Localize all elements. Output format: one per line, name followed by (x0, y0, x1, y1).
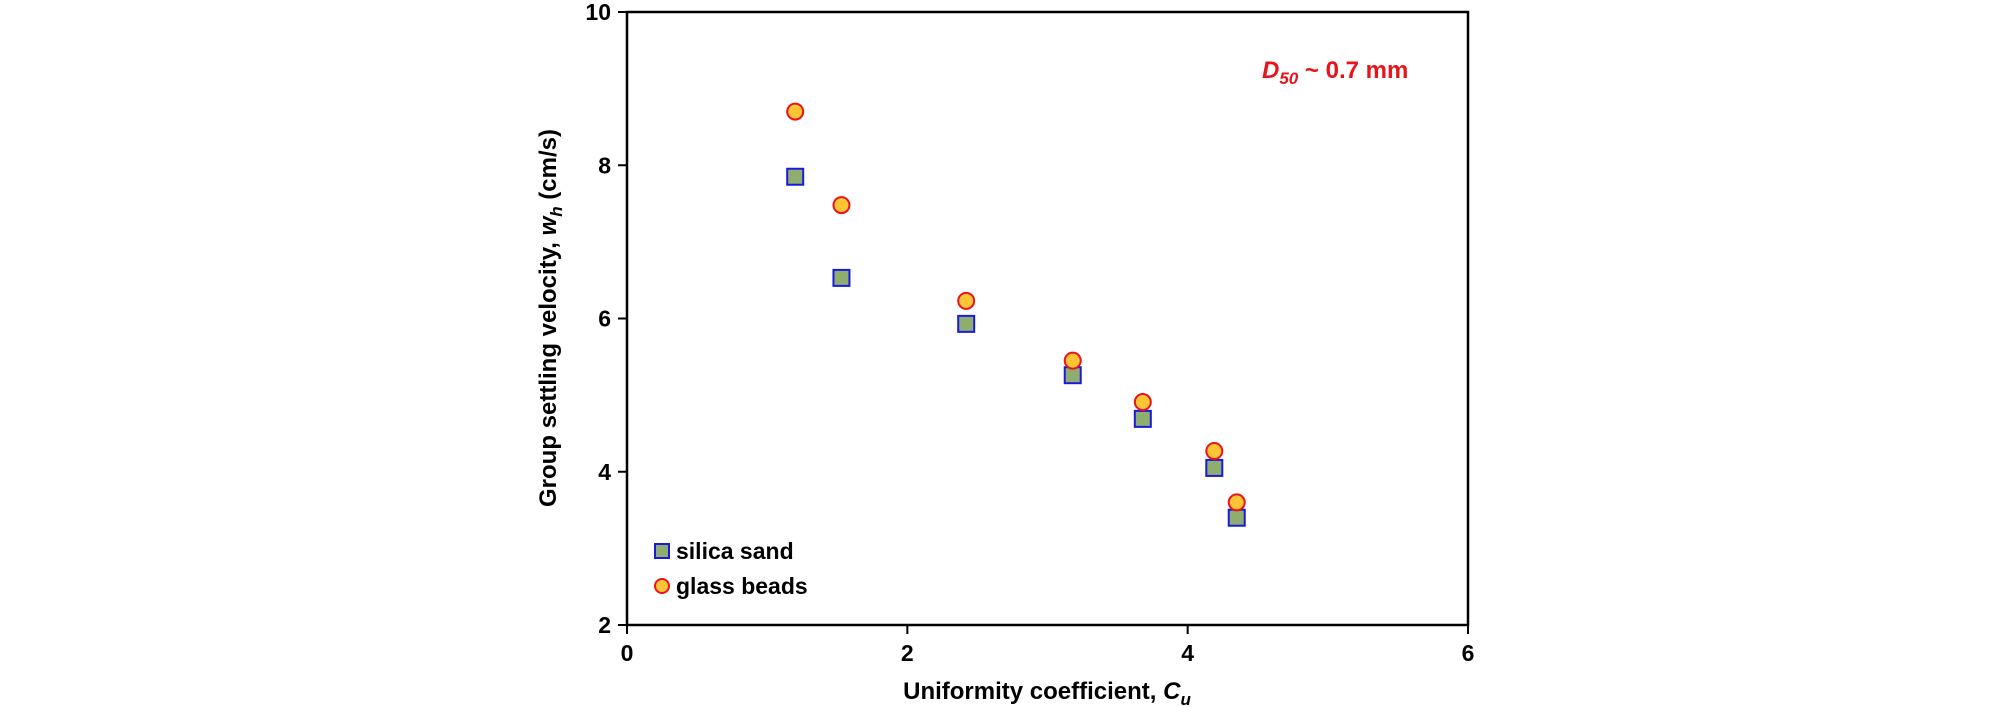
legend-marker-1 (654, 578, 670, 594)
legend-marker-0 (654, 543, 670, 559)
point-silica-sand-4 (1133, 409, 1152, 428)
axis-ticks (618, 11, 1469, 634)
point-glass-beads-1 (832, 196, 851, 215)
point-silica-sand-2 (957, 314, 976, 333)
x-axis-label-var-index: u (1180, 690, 1191, 707)
point-glass-beads-2 (957, 291, 976, 310)
y-tick-label-3: 8 (598, 152, 611, 178)
point-glass-beads-4 (1133, 393, 1152, 412)
y-axis-label-var-index: h (547, 206, 566, 216)
data-points (786, 102, 1246, 527)
x-axis-label-var: C (1163, 678, 1181, 705)
point-glass-beads-0 (786, 102, 805, 121)
point-silica-sand-0 (786, 167, 805, 186)
annotation-text: ~ 0.7 mm (1298, 57, 1408, 84)
x-tick-label-2: 4 (1181, 640, 1194, 666)
plot-area (625, 10, 1470, 627)
point-glass-beads-6 (1227, 493, 1246, 512)
point-glass-beads-5 (1205, 442, 1224, 461)
y-tick-label-4: 10 (585, 0, 611, 25)
x-axis-label-text: Uniformity coefficient, (903, 678, 1163, 705)
point-glass-beads-3 (1063, 351, 1082, 370)
legend: silica sand glass beads (654, 538, 808, 599)
legend-label-1: glass beads (676, 573, 808, 599)
point-silica-sand-6 (1227, 508, 1246, 527)
annotation-var-index: 50 (1279, 69, 1298, 88)
y-axis-label-text: Group settling velocity, (535, 235, 562, 507)
x-tick-label-3: 6 (1462, 640, 1475, 666)
x-tick-label-1: 2 (901, 640, 914, 666)
y-axis-label: Group settling velocity, wh (cm/s) (535, 129, 566, 507)
legend-label-0: silica sand (676, 538, 794, 564)
y-tick-label-0: 2 (598, 612, 611, 638)
point-silica-sand-5 (1205, 458, 1224, 477)
y-tick-label-1: 4 (598, 459, 611, 485)
annotation-var: D (1262, 57, 1279, 84)
y-axis-label-var: w (535, 215, 562, 235)
y-axis-label-unit: (cm/s) (535, 129, 562, 206)
annotation-d50: D50 ~ 0.7 mm (1262, 57, 1408, 88)
x-tick-label-0: 0 (621, 640, 634, 666)
x-axis-label: Uniformity coefficient, Cu (903, 678, 1191, 707)
y-tick-label-2: 6 (598, 306, 611, 332)
point-silica-sand-1 (832, 268, 851, 287)
